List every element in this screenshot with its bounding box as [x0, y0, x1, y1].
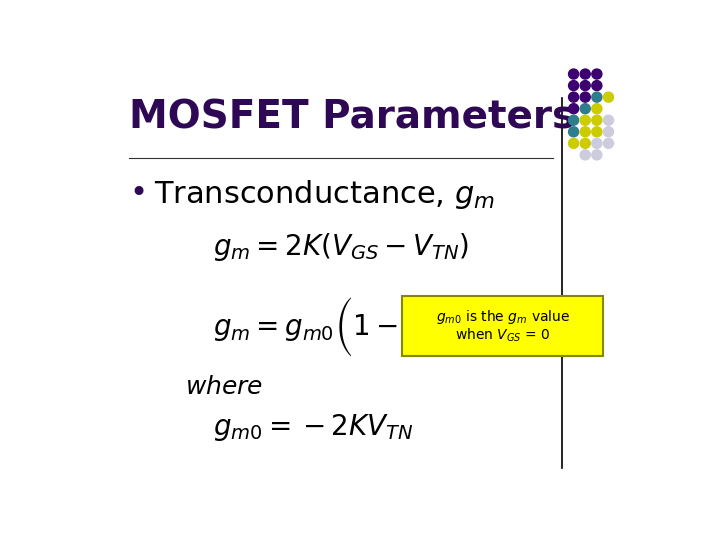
Ellipse shape — [569, 127, 579, 137]
Ellipse shape — [580, 150, 590, 160]
Ellipse shape — [603, 92, 613, 102]
Ellipse shape — [603, 127, 613, 137]
Text: $g_m = 2K\left(V_{GS} - V_{TN}\right)$: $g_m = 2K\left(V_{GS} - V_{TN}\right)$ — [213, 231, 469, 263]
Text: •: • — [129, 179, 147, 208]
Ellipse shape — [592, 92, 602, 102]
Ellipse shape — [592, 80, 602, 91]
Ellipse shape — [603, 115, 613, 125]
Ellipse shape — [592, 115, 602, 125]
Ellipse shape — [580, 69, 590, 79]
Text: $g_m = g_{m0}\left(1 - \dfrac{V_{GS}}{V_{TN}}\right)$: $g_m = g_{m0}\left(1 - \dfrac{V_{GS}}{V_… — [213, 295, 469, 360]
Ellipse shape — [603, 138, 613, 149]
Ellipse shape — [592, 104, 602, 114]
Text: MOSFET Parameters: MOSFET Parameters — [129, 98, 575, 136]
Ellipse shape — [569, 80, 579, 91]
Ellipse shape — [580, 104, 590, 114]
FancyBboxPatch shape — [402, 295, 603, 356]
Ellipse shape — [569, 104, 579, 114]
Text: $g_{m0}$ is the $g_m$ value: $g_{m0}$ is the $g_m$ value — [436, 308, 570, 326]
Ellipse shape — [592, 138, 602, 149]
Ellipse shape — [592, 127, 602, 137]
Ellipse shape — [580, 80, 590, 91]
Ellipse shape — [569, 69, 579, 79]
Ellipse shape — [569, 138, 579, 149]
Ellipse shape — [569, 115, 579, 125]
Ellipse shape — [592, 69, 602, 79]
Text: $g_{m0} = -2KV_{TN}$: $g_{m0} = -2KV_{TN}$ — [213, 412, 413, 443]
Text: Transconductance, $\mathit{g_m}$: Transconductance, $\mathit{g_m}$ — [154, 178, 495, 211]
Ellipse shape — [580, 127, 590, 137]
Text: when $V_{GS}$ = 0: when $V_{GS}$ = 0 — [455, 326, 551, 343]
Ellipse shape — [592, 150, 602, 160]
Text: $\mathit{where}$: $\mathit{where}$ — [185, 375, 263, 399]
Ellipse shape — [569, 92, 579, 102]
Ellipse shape — [580, 115, 590, 125]
Ellipse shape — [580, 92, 590, 102]
Ellipse shape — [580, 138, 590, 149]
